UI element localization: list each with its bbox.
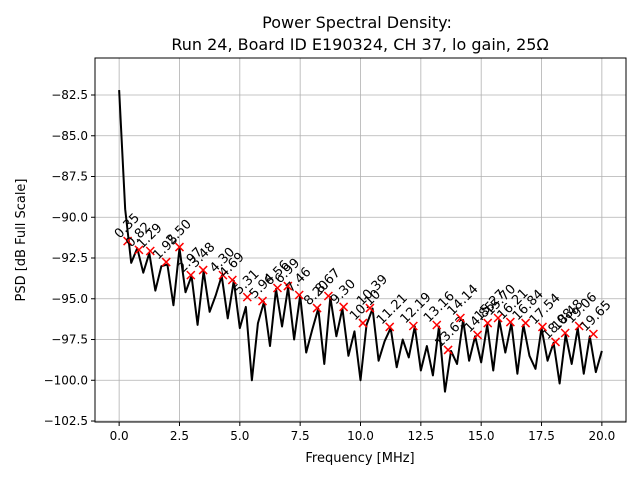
- peak-marker: [186, 270, 196, 280]
- y-axis-label: PSD [dB Full Scale]: [14, 178, 29, 301]
- peak-marker: [123, 236, 133, 246]
- x-axis-label: Frequency [MHz]: [305, 451, 414, 466]
- peak-marker: [550, 337, 561, 347]
- plot-frame: [94, 57, 627, 423]
- x-tick-label: 15.0: [468, 429, 495, 443]
- peak-marker: [455, 313, 465, 323]
- y-tick-label: −85.0: [51, 129, 88, 143]
- y-tick-label: −90.0: [51, 210, 88, 224]
- x-tick-label: 0.0: [110, 429, 129, 443]
- peak-marker: [294, 290, 304, 300]
- peak-marker: [227, 275, 237, 285]
- peak-marker: [174, 242, 185, 252]
- x-tick-label: 5.0: [230, 429, 249, 443]
- y-tick-label: −100.0: [44, 373, 88, 387]
- peak-marker: [588, 329, 598, 339]
- peak-marker: [145, 246, 155, 256]
- peak-marker: [272, 283, 283, 293]
- peak-marker: [432, 320, 442, 330]
- peak-marker: [358, 318, 368, 328]
- x-tick-label: 12.5: [407, 429, 434, 443]
- line: [118, 90, 603, 393]
- peak-marker: [574, 321, 584, 331]
- peak-marker: [339, 302, 349, 312]
- peak-marker: [408, 321, 418, 331]
- peak-marker: [365, 303, 375, 313]
- peak-marker: [242, 292, 252, 302]
- x-tick-label: 17.5: [528, 429, 555, 443]
- chart-title: Power Spectral Density:: [262, 13, 452, 32]
- chart-subtitle: Run 24, Board ID E190324, CH 37, lo gain…: [171, 35, 548, 54]
- peak-marker: [537, 322, 548, 332]
- peak-marker: [283, 281, 293, 291]
- peak-marker: [443, 345, 453, 355]
- x-tick-label: 20.0: [589, 429, 616, 443]
- x-tick-label: 10.0: [347, 429, 374, 443]
- x-tick-label: 2.5: [170, 429, 189, 443]
- peak-marker: [161, 257, 171, 267]
- y-tick-label: −97.5: [51, 333, 88, 347]
- peak-marker: [218, 270, 228, 280]
- peak-marker: [134, 245, 144, 255]
- y-tick-label: −95.0: [51, 292, 88, 306]
- peak-marker: [385, 322, 395, 332]
- peak-marker: [312, 303, 322, 313]
- x-tick-label: 7.5: [291, 429, 310, 443]
- y-tick-label: −87.5: [51, 170, 88, 184]
- peak-marker: [560, 328, 570, 338]
- peak-marker: [198, 265, 208, 275]
- peak-marker: [323, 291, 333, 301]
- peak-marker: [483, 318, 493, 328]
- peak-marker: [493, 313, 503, 323]
- peak-marker: [473, 330, 483, 340]
- peak-marker: [257, 296, 268, 306]
- y-tick-label: −82.5: [51, 88, 88, 102]
- y-tick-label: −92.5: [51, 251, 88, 265]
- peak-marker: [521, 318, 531, 328]
- peak-marker: [505, 317, 515, 327]
- y-tick-label: −102.5: [44, 414, 88, 428]
